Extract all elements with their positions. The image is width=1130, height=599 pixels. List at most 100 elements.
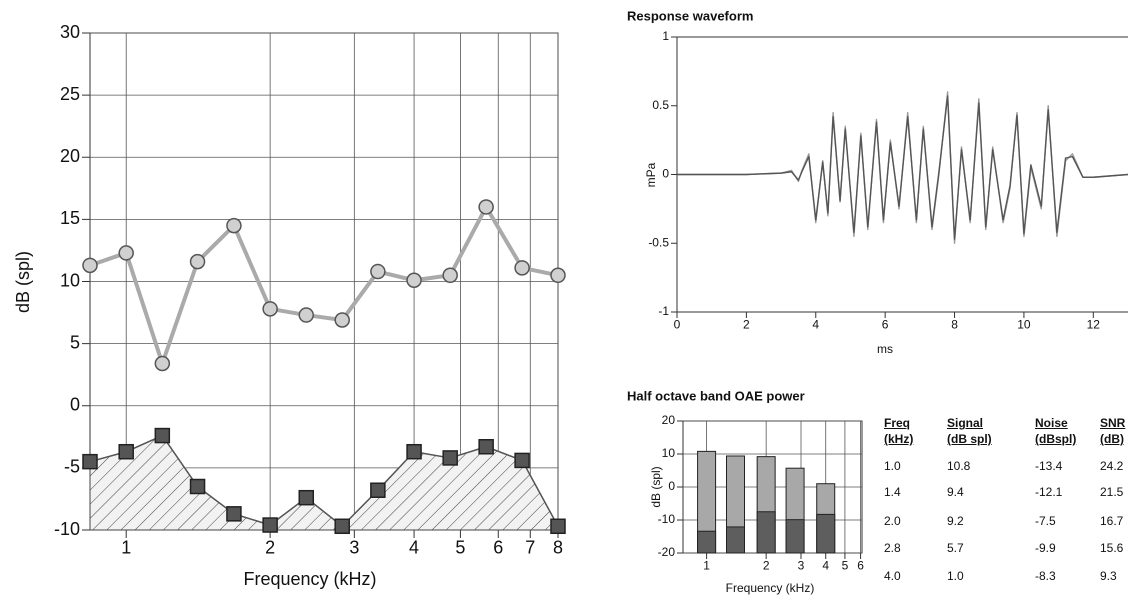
x-tick-label: 1: [703, 558, 710, 572]
table-cell: -13.4: [1035, 459, 1063, 473]
point-marker: [298, 307, 315, 323]
table-cell: 2.0: [884, 514, 901, 528]
y-tick-label: 10: [662, 446, 676, 460]
x-tick-label: 5: [455, 538, 465, 558]
table-cell: 21.5: [1100, 485, 1124, 499]
bar: [726, 526, 746, 554]
bar: [697, 530, 717, 554]
y-tick-label: 20: [60, 146, 80, 166]
x-tick-label: 0: [674, 317, 681, 331]
point-marker: [550, 518, 566, 535]
table-cell: 2.8: [884, 541, 901, 555]
y-axis-label: mPa: [644, 162, 658, 187]
point-marker: [370, 482, 386, 498]
x-tick-label: 7: [525, 538, 535, 558]
y-tick-label: 10: [60, 270, 80, 290]
x-tick-label: 10: [1017, 317, 1031, 331]
chart-title: Response waveform: [627, 8, 753, 23]
point-marker: [478, 439, 494, 455]
table-cell: -12.1: [1035, 485, 1063, 499]
y-tick-label: 0: [70, 395, 80, 415]
point-marker: [226, 506, 242, 522]
point-marker: [226, 217, 242, 234]
table-header: Signal: [947, 416, 984, 430]
table-header: (dB): [1100, 432, 1124, 446]
x-tick-label: 6: [493, 538, 503, 558]
table-header: Noise: [1035, 416, 1068, 430]
table-cell: -9.9: [1035, 541, 1056, 555]
x-tick-label: 6: [882, 317, 889, 331]
table-cell: -8.3: [1035, 569, 1056, 583]
y-tick-label: 0: [662, 167, 669, 181]
x-tick-label: 8: [951, 317, 958, 331]
table-header: (dB spl): [947, 432, 992, 446]
x-tick-label: 2: [265, 538, 275, 558]
point-marker: [189, 253, 206, 270]
y-tick-label: -10: [658, 512, 676, 526]
table-cell: 5.7: [947, 541, 964, 555]
x-axis-label: Frequency (kHz): [243, 569, 376, 589]
y-tick-label: -0.5: [648, 235, 669, 249]
bar: [816, 513, 836, 554]
series-line: [677, 95, 1129, 240]
x-tick-label: 1: [121, 538, 131, 558]
point-marker: [262, 301, 278, 317]
table-cell: 4.0: [884, 569, 901, 583]
bar: [785, 519, 805, 554]
table-cell: 9.2: [947, 514, 964, 528]
point-marker: [514, 452, 530, 469]
y-tick-label: 15: [60, 208, 80, 228]
x-tick-label: 8: [553, 538, 563, 558]
point-marker: [154, 355, 171, 372]
point-marker: [334, 312, 350, 328]
table-cell: 16.7: [1100, 514, 1124, 528]
x-tick-label: 2: [763, 558, 770, 572]
point-marker: [118, 443, 134, 460]
x-tick-label: 12: [1087, 317, 1101, 331]
point-marker: [82, 453, 98, 470]
table-cell: 9.3: [1100, 569, 1117, 583]
point-marker: [406, 272, 422, 289]
y-tick-label: 1: [662, 29, 669, 43]
x-axis-label: Frequency (kHz): [726, 581, 815, 595]
x-tick-label: 3: [798, 558, 805, 572]
table-cell: -7.5: [1035, 514, 1056, 528]
point-marker: [550, 267, 566, 284]
bar: [756, 511, 776, 554]
y-tick-label: -1: [658, 304, 669, 318]
point-marker: [514, 260, 530, 276]
chart-title: Half octave band OAE power: [627, 388, 805, 403]
point-marker: [406, 443, 422, 460]
point-marker: [189, 478, 206, 495]
point-marker: [370, 263, 386, 280]
y-axis-label: dB (spl): [13, 251, 33, 313]
y-axis-label: dB (spl): [649, 466, 663, 507]
x-tick-label: 4: [409, 538, 419, 558]
point-marker: [82, 257, 98, 274]
table-cell: 9.4: [947, 485, 964, 499]
table-cell: 1.0: [947, 569, 964, 583]
x-tick-label: 5: [842, 558, 849, 572]
y-tick-label: 20: [662, 413, 676, 427]
table-cell: 1.4: [884, 485, 901, 499]
table-cell: 15.6: [1100, 541, 1124, 555]
x-tick-label: 6: [857, 558, 864, 572]
point-marker: [442, 267, 458, 284]
point-marker: [262, 517, 278, 533]
table-cell: 10.8: [947, 459, 971, 473]
x-axis-label: ms: [877, 342, 893, 356]
point-marker: [478, 199, 494, 215]
y-tick-label: 0: [668, 479, 675, 493]
x-tick-label: 3: [349, 538, 359, 558]
y-tick-label: 30: [60, 22, 80, 42]
point-marker: [118, 245, 134, 261]
y-tick-label: -20: [658, 545, 676, 559]
y-tick-label: -10: [54, 519, 80, 539]
point-marker: [442, 450, 458, 466]
y-tick-label: 25: [60, 84, 80, 104]
x-tick-label: 2: [743, 317, 750, 331]
point-marker: [154, 427, 171, 444]
table-cell: 24.2: [1100, 459, 1124, 473]
